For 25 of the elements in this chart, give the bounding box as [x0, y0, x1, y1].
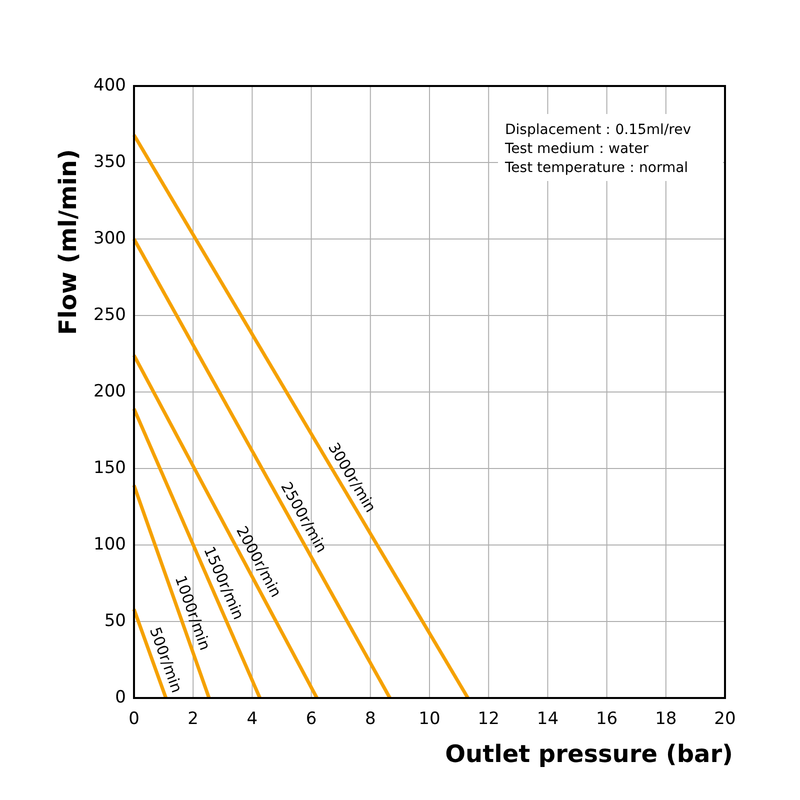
x-tick-label: 4: [246, 709, 258, 729]
x-tick-label: 0: [128, 709, 140, 729]
x-tick-label: 12: [478, 709, 500, 729]
x-tick-label: 20: [714, 709, 736, 729]
x-tick-label: 8: [364, 709, 376, 729]
y-axis-title: Flow (ml/min): [54, 149, 82, 335]
x-tick-label: 6: [306, 709, 317, 729]
y-tick-label: 400: [94, 76, 126, 96]
x-tick-label: 10: [418, 709, 440, 729]
y-tick-label: 200: [94, 382, 126, 402]
y-tick-label: 350: [94, 152, 126, 172]
annotation: Test medium：water: [504, 141, 649, 157]
annotation: Test temperature：normal: [504, 160, 688, 176]
x-tick-label: 16: [596, 709, 618, 729]
y-tick-label: 100: [94, 534, 126, 555]
x-axis-title: Outlet pressure (bar): [445, 740, 733, 768]
y-tick-label: 50: [104, 611, 126, 632]
y-tick-label: 0: [115, 688, 126, 708]
y-tick-label: 250: [94, 305, 126, 326]
x-tick-label: 2: [188, 709, 199, 729]
x-tick-label: 14: [536, 709, 559, 729]
y-tick-label: 150: [94, 458, 126, 478]
y-tick-label: 300: [94, 228, 126, 249]
x-tick-label: 18: [655, 709, 677, 729]
annotation: Displacement：0.15ml/rev: [505, 122, 692, 138]
